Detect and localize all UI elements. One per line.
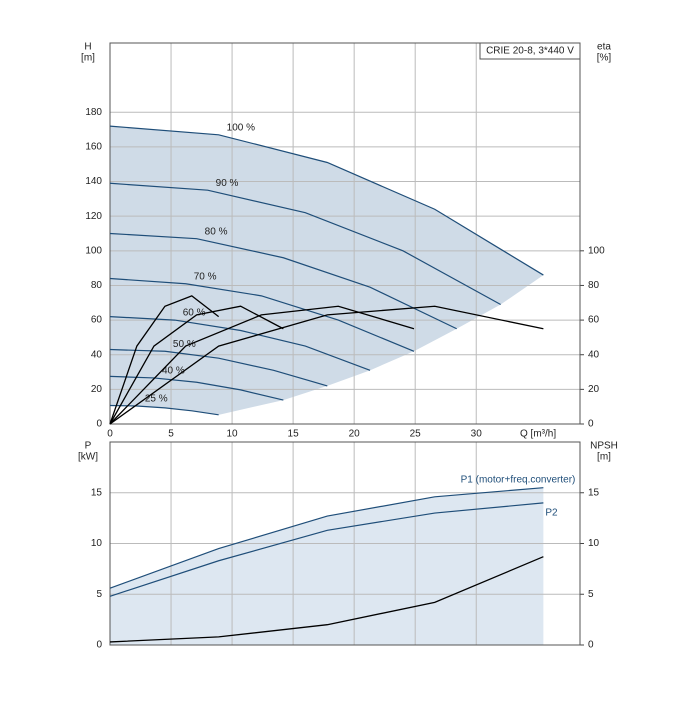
curve-label: 50 %	[173, 339, 196, 350]
annotation: CRIE 20-8, 3*440 V	[486, 46, 574, 57]
x-tick-label: 20	[349, 429, 361, 440]
curve-label: P2	[545, 508, 558, 519]
y-axis-title: H	[84, 42, 91, 53]
y2-axis-title: [%]	[597, 53, 612, 64]
x-axis-title: Q [m³/h]	[520, 429, 556, 440]
x-tick-label: 10	[227, 429, 239, 440]
y-tick-label: 140	[85, 176, 102, 187]
curve-label: P1 (motor+freq.converter)	[461, 474, 576, 485]
y2-axis-title: eta	[597, 42, 611, 53]
y-axis-title: [m]	[81, 53, 95, 64]
series-line	[109, 182, 501, 306]
curve-label: 70 %	[194, 271, 217, 282]
y-tick-label: 0	[96, 419, 102, 430]
y2-axis-title: NPSH	[590, 441, 618, 452]
y-axis-title: [kW]	[78, 452, 98, 463]
series-line	[109, 277, 415, 352]
series-line	[109, 305, 415, 425]
series-line	[109, 125, 544, 276]
y2-tick-label: 20	[588, 384, 600, 395]
y-tick-label: 80	[91, 280, 103, 291]
curve-label: 100 %	[227, 122, 255, 133]
y-tick-label: 0	[96, 640, 102, 651]
series-line	[109, 502, 544, 597]
y-tick-label: 180	[85, 107, 102, 118]
y2-tick-label: 10	[588, 538, 600, 549]
y-tick-label: 20	[91, 384, 103, 395]
y-tick-label: 40	[91, 349, 103, 360]
x-tick-label: 0	[107, 429, 113, 440]
series-line	[109, 487, 544, 589]
series-line	[109, 375, 284, 401]
y2-tick-label: 40	[588, 349, 600, 360]
series-line	[109, 232, 457, 330]
y-tick-label: 120	[85, 211, 102, 222]
series-line	[109, 305, 284, 425]
series-line	[109, 316, 371, 371]
curve-label: 60 %	[183, 308, 206, 319]
y2-tick-label: 0	[588, 419, 594, 430]
series-line	[109, 295, 220, 425]
series-line	[109, 556, 544, 643]
y-tick-label: 15	[91, 487, 103, 498]
series-line	[109, 305, 544, 425]
y-tick-label: 100	[85, 245, 102, 256]
y2-tick-label: 80	[588, 280, 600, 291]
y2-tick-label: 15	[588, 487, 600, 498]
y-tick-label: 160	[85, 142, 102, 153]
operating-area	[110, 126, 544, 415]
y-tick-label: 60	[91, 315, 103, 326]
curve-label: 90 %	[216, 178, 239, 189]
x-tick-label: 15	[288, 429, 300, 440]
y2-tick-label: 60	[588, 315, 600, 326]
x-tick-label: 30	[471, 429, 483, 440]
x-tick-label: 5	[168, 429, 174, 440]
curve-label: 80 %	[205, 226, 228, 237]
curve-label: 25 %	[145, 394, 168, 405]
curve-label: 40 %	[162, 366, 185, 377]
x-tick-label: 25	[410, 429, 422, 440]
y-axis-title: P	[85, 441, 92, 452]
y2-tick-label: 100	[588, 245, 605, 256]
y2-tick-label: 5	[588, 589, 594, 600]
y-tick-label: 10	[91, 538, 103, 549]
operating-area	[110, 487, 544, 645]
legend-box	[479, 42, 581, 60]
y-tick-label: 5	[96, 589, 102, 600]
y2-axis-title: [m]	[597, 452, 611, 463]
plot-frame	[109, 441, 581, 646]
series-line	[109, 348, 328, 387]
y2-tick-label: 0	[588, 640, 594, 651]
